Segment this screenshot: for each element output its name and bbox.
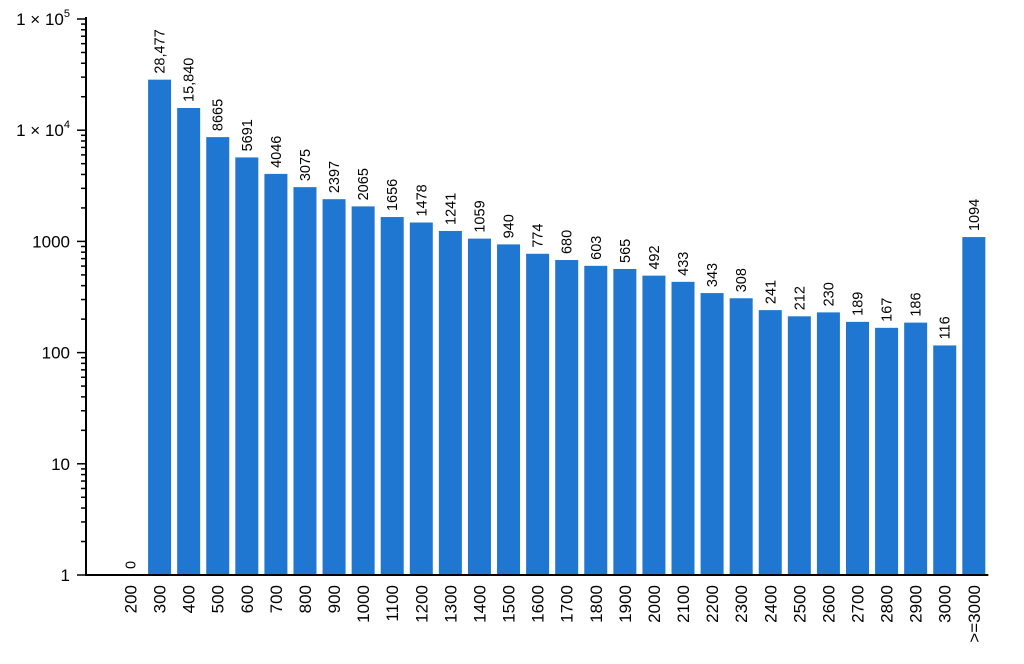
x-tick-label: 2500 bbox=[790, 585, 809, 623]
y-axis: 1 10 100 1000 1 × 104 1 × 105 bbox=[16, 8, 87, 585]
data-label: 492 bbox=[647, 245, 663, 269]
data-label: 3075 bbox=[298, 149, 314, 181]
bar bbox=[148, 79, 172, 575]
bar bbox=[875, 327, 899, 575]
data-label: 4046 bbox=[269, 136, 285, 168]
bar bbox=[438, 230, 462, 575]
data-label: 8665 bbox=[211, 99, 227, 131]
x-tick-label: 1400 bbox=[470, 585, 489, 623]
bar bbox=[235, 157, 259, 576]
x-tick-label: 400 bbox=[180, 585, 199, 613]
x-tick-label: 1700 bbox=[558, 585, 577, 623]
y-tick-label: 10 bbox=[51, 455, 70, 474]
x-tick-label: 700 bbox=[267, 585, 286, 613]
x-tick-label: 1100 bbox=[383, 585, 402, 622]
data-label: 308 bbox=[734, 268, 750, 292]
data-label: 15,840 bbox=[182, 58, 198, 102]
bar bbox=[177, 107, 201, 576]
x-tick-label: 2300 bbox=[732, 585, 751, 623]
data-label: 0 bbox=[124, 561, 140, 569]
bar bbox=[642, 275, 666, 575]
bar bbox=[933, 345, 957, 575]
data-label: 241 bbox=[763, 280, 779, 304]
bar bbox=[904, 322, 928, 575]
x-tick-label: 2600 bbox=[819, 585, 838, 623]
data-label: 167 bbox=[880, 298, 896, 322]
x-tick-label: 200 bbox=[122, 585, 141, 613]
bar bbox=[729, 298, 753, 575]
x-tick-label: 1200 bbox=[412, 585, 431, 623]
y-tick-label: 1 × 104 bbox=[16, 119, 70, 140]
data-label: 1094 bbox=[967, 199, 983, 231]
data-label: 343 bbox=[705, 263, 721, 287]
bar bbox=[787, 316, 811, 575]
data-label: 603 bbox=[589, 236, 605, 260]
x-tick-label: 1600 bbox=[529, 585, 548, 623]
bar bbox=[846, 321, 869, 575]
x-tick-label: 1900 bbox=[616, 585, 635, 623]
bar bbox=[962, 237, 986, 575]
bar bbox=[409, 222, 433, 575]
x-tick-label: 1800 bbox=[587, 585, 606, 623]
y-tick-label: 1 × 105 bbox=[16, 8, 70, 29]
data-label: 1059 bbox=[472, 200, 488, 232]
bar bbox=[380, 217, 404, 576]
data-label: 28,477 bbox=[153, 29, 169, 73]
data-label: 1656 bbox=[385, 179, 401, 211]
data-label: 116 bbox=[938, 316, 954, 339]
x-tick-label: 2400 bbox=[761, 585, 780, 623]
x-tick-label: 1500 bbox=[500, 585, 519, 623]
bar bbox=[816, 312, 840, 575]
x-tick-label: >=3000 bbox=[965, 585, 984, 643]
x-tick-label: 2200 bbox=[703, 585, 722, 623]
bar bbox=[700, 293, 724, 575]
y-tick-label: 100 bbox=[42, 344, 70, 363]
x-tick-label: 800 bbox=[296, 585, 315, 613]
data-label: 565 bbox=[618, 239, 634, 263]
data-label: 212 bbox=[792, 286, 808, 310]
x-tick-label: 2700 bbox=[849, 585, 868, 623]
data-label: 186 bbox=[909, 292, 925, 316]
data-label: 433 bbox=[676, 252, 692, 276]
x-tick-label: 2100 bbox=[674, 585, 693, 623]
x-tick-label: 2000 bbox=[645, 585, 664, 623]
data-label: 2397 bbox=[327, 161, 343, 193]
x-tick-label: 3000 bbox=[936, 585, 955, 623]
data-label: 189 bbox=[851, 292, 867, 316]
bar bbox=[671, 281, 695, 575]
x-tick-label: 600 bbox=[238, 585, 257, 613]
bar bbox=[467, 238, 491, 575]
bar bbox=[584, 265, 608, 575]
bar bbox=[293, 187, 317, 575]
y-tick-label: 1000 bbox=[32, 232, 70, 251]
bar bbox=[351, 206, 375, 575]
bar bbox=[613, 268, 637, 575]
data-label: 1241 bbox=[443, 193, 459, 225]
x-tick-label: 500 bbox=[209, 585, 228, 613]
bar bbox=[206, 137, 230, 575]
x-axis: 200 300 400 500 600 700 800 900 1000 1100 1200 1300… bbox=[85, 574, 989, 643]
bar bbox=[264, 173, 288, 575]
x-tick-label: 1300 bbox=[441, 585, 460, 623]
bar bbox=[497, 244, 521, 575]
bar bbox=[555, 260, 579, 575]
y-tick-label: 1 bbox=[61, 566, 70, 585]
data-label: 680 bbox=[560, 230, 576, 254]
x-tick-label: 900 bbox=[325, 585, 344, 613]
x-tick-label: 2800 bbox=[878, 585, 897, 623]
bars-group: 0 28,477 15,840 8665 5691 4046 3075 2397 2065 165… bbox=[124, 29, 986, 576]
data-label: 1478 bbox=[414, 184, 430, 216]
x-tick-label: 2900 bbox=[907, 585, 926, 623]
data-label: 230 bbox=[821, 282, 837, 306]
data-label: 940 bbox=[502, 214, 518, 238]
data-label: 5691 bbox=[240, 119, 256, 151]
bar bbox=[526, 253, 550, 575]
x-tick-label: 300 bbox=[151, 585, 170, 613]
data-label: 2065 bbox=[356, 168, 372, 200]
bar bbox=[322, 199, 346, 575]
data-label: 774 bbox=[531, 224, 547, 248]
bar bbox=[758, 310, 782, 575]
x-tick-label: 1000 bbox=[354, 585, 373, 623]
